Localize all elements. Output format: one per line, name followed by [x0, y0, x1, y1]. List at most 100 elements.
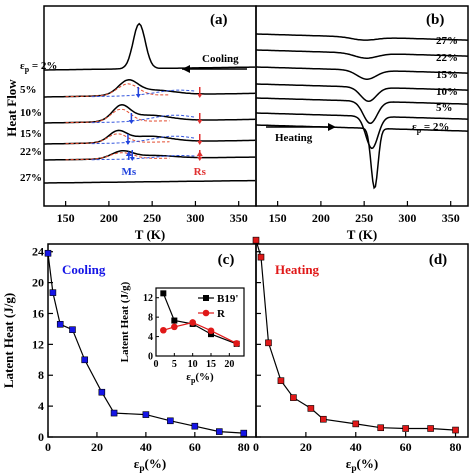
panel-a-rs-arrowhead: [197, 94, 203, 98]
panel-b-panel-label: (b): [426, 12, 444, 28]
panel-a-mode-label: Cooling: [202, 53, 239, 65]
panel-a-fit-curve: [65, 83, 170, 98]
panel-c-mode-label: Cooling: [62, 262, 106, 277]
panel-a: 150 200 250 300 350 T (K) Heat Flow (a) εp = 2% 5…: [4, 5, 257, 242]
panel-a-ms-arrowhead: [135, 94, 141, 98]
panel-b-xtick-label: 250: [355, 211, 373, 225]
panel-b-xtick-label: 150: [269, 211, 287, 225]
panel-d-xlabel: εp(%): [346, 456, 378, 474]
inset-xtick-label: 0: [154, 359, 159, 370]
panel-b-xtick-label: 300: [398, 211, 416, 225]
panel-a-strain-label: εp = 2%: [20, 60, 57, 74]
panel-c-xtick-label: 60: [189, 440, 201, 454]
panel-d-data-point: [377, 424, 385, 432]
panel-a-curve-label: 10%: [20, 107, 42, 119]
panel-d-data-point: [352, 420, 360, 428]
panel-a-fit-curve: [91, 135, 196, 145]
panel-c-xtick-label: 40: [140, 440, 152, 454]
panel-a-frame: [43, 5, 257, 207]
inset-legend-marker: [203, 295, 209, 301]
inset-legend-label: R: [217, 308, 226, 320]
panel-c-data-point: [142, 411, 150, 418]
inset-ytick-label: 12: [143, 293, 153, 304]
panel-d-xtick-label: 60: [400, 440, 412, 454]
panel-c-ytick-label: 20: [32, 276, 44, 290]
panel-c-series-line: [47, 253, 244, 434]
panel-d-xtick-label: 0: [253, 440, 259, 454]
panel-c-xlabel: εp(%): [134, 456, 166, 474]
inset-data-point: [160, 326, 167, 334]
panel-b-frame: [255, 5, 469, 207]
panel-b-heating-arrowhead: [328, 123, 336, 131]
panel-a-xtick-label: 200: [100, 211, 118, 225]
panel-a-curve: [44, 79, 256, 98]
panel-a-rs-arrowhead: [197, 141, 203, 145]
panel-b-strain-label: εp = 2%: [412, 121, 449, 135]
panel-a-cooling-arrowhead: [182, 65, 190, 73]
panel-a-curve-label: 5%: [20, 84, 37, 96]
panel-a-ylabel: Heat Flow: [4, 79, 19, 137]
inset-xlabel: εp(%): [186, 371, 214, 385]
inset-legend-label: B19': [217, 293, 238, 305]
inset-legend-marker: [202, 309, 210, 317]
panel-d-data-point: [307, 405, 315, 412]
panel-c-data-point: [69, 326, 76, 333]
panel-d-data-point: [427, 425, 434, 432]
panel-a-fit-curve: [91, 89, 196, 98]
panel-a-xtick-label: 300: [186, 211, 204, 225]
panel-d-data-point: [257, 253, 265, 261]
panel-c-data-point: [215, 428, 223, 435]
panel-a-ms-arrowhead: [129, 157, 135, 161]
panel-a-ms-pointer-head: [125, 151, 132, 156]
inset-data-point: [171, 323, 178, 331]
panel-b-curve: [256, 83, 468, 102]
panel-c-ytick-label: 16: [32, 306, 44, 320]
panel-b-curve: [256, 124, 468, 190]
inset-ylabel: Latent Heat (J/g): [119, 281, 131, 362]
panel-a-ms-arrowhead: [125, 141, 131, 145]
panel-a-fit-curve: [65, 108, 170, 124]
panel-c-ylabel: Latent Heat (J/g): [1, 293, 16, 388]
panel-d-data-point: [265, 339, 272, 347]
panel-a-xtick-label: 250: [143, 211, 161, 225]
panel-d-data-point: [402, 425, 409, 432]
inset-xtick-label: 20: [224, 359, 234, 370]
panel-b-curve-label: 10%: [436, 86, 458, 98]
inset-ytick-label: 8: [148, 313, 153, 324]
panel-d-data-point: [320, 415, 327, 423]
panel-d-series-line: [255, 239, 456, 431]
inset-data-point: [171, 317, 178, 324]
panel-b-curve-label: 15%: [436, 69, 458, 81]
panel-a-curve: [44, 22, 256, 71]
panel-b-mode-label: Heating: [275, 132, 313, 144]
panel-c-xtick-label: 80: [238, 440, 250, 454]
inset-xtick-label: 15: [206, 359, 216, 370]
panel-a-xtick-label: 150: [57, 211, 75, 225]
panel-d-data-point: [290, 394, 297, 401]
panel-c-data-point: [56, 320, 64, 328]
inset-data-point: [160, 290, 167, 297]
panel-b-curve: [256, 97, 468, 125]
panel-c-data-point: [110, 409, 118, 417]
inset-ytick-label: 0: [148, 352, 153, 363]
inset-xtick-label: 10: [188, 359, 198, 370]
panel-b-curve: [256, 33, 468, 41]
panel-d-xtick-label: 80: [450, 440, 462, 454]
panel-a-curve-label: 22%: [20, 146, 42, 158]
panel-b-curve-label: 22%: [436, 52, 458, 64]
panel-a-fit-curve: [91, 114, 196, 124]
panel-c-data-point: [49, 289, 57, 296]
panel-a-curve: [44, 104, 256, 124]
panel-d-frame: [255, 243, 469, 438]
panel-c-ytick-label: 0: [38, 430, 44, 444]
panel-a-panel-label: (a): [210, 12, 228, 28]
panel-a-ms-arrowhead: [128, 120, 134, 124]
panel-b-xtick-label: 350: [442, 211, 460, 225]
panel-a-ms-label: Ms: [121, 166, 136, 178]
panel-c-ytick-label: 4: [38, 399, 44, 413]
panel-a-fit-curve: [65, 152, 170, 161]
inset-data-point: [189, 319, 196, 326]
panel-b-curve-label: 5%: [436, 102, 453, 114]
